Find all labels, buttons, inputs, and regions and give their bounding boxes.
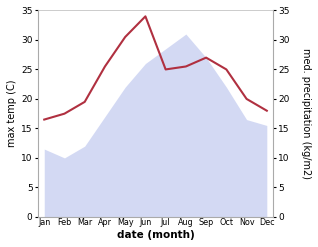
- X-axis label: date (month): date (month): [117, 230, 194, 240]
- Y-axis label: max temp (C): max temp (C): [7, 80, 17, 147]
- Y-axis label: med. precipitation (kg/m2): med. precipitation (kg/m2): [301, 48, 311, 179]
